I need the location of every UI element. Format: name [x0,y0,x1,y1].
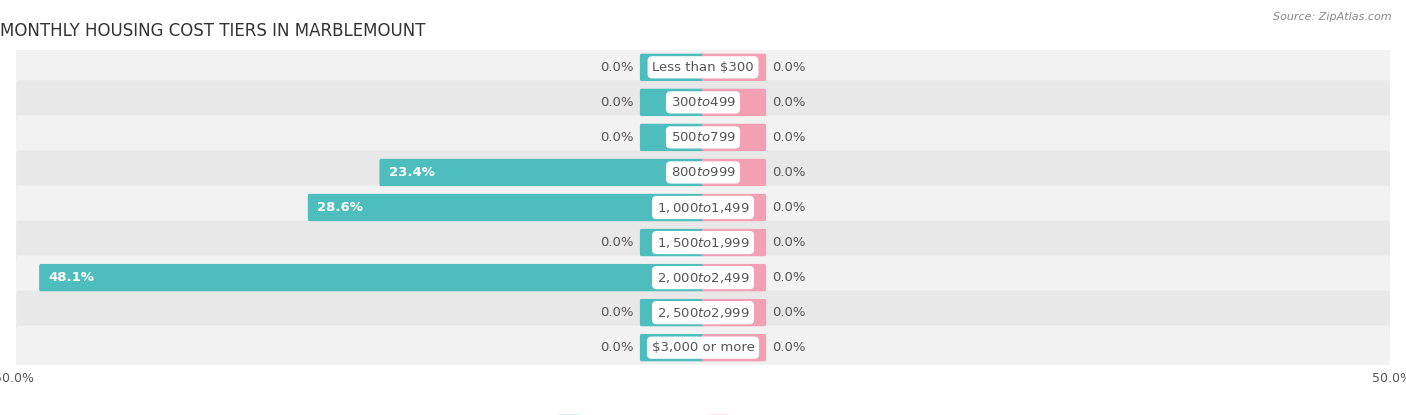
FancyBboxPatch shape [380,159,704,186]
Text: $1,500 to $1,999: $1,500 to $1,999 [657,236,749,249]
Text: 28.6%: 28.6% [318,201,363,214]
Text: 0.0%: 0.0% [772,236,806,249]
FancyBboxPatch shape [702,299,766,326]
FancyBboxPatch shape [15,115,1391,159]
FancyBboxPatch shape [15,150,1391,195]
Text: $1,000 to $1,499: $1,000 to $1,499 [657,200,749,215]
Text: 0.0%: 0.0% [600,96,634,109]
Text: 0.0%: 0.0% [772,306,806,319]
FancyBboxPatch shape [15,220,1391,265]
FancyBboxPatch shape [308,194,704,221]
FancyBboxPatch shape [702,194,766,221]
Text: 0.0%: 0.0% [600,61,634,74]
Text: 0.0%: 0.0% [600,236,634,249]
FancyBboxPatch shape [39,264,704,291]
Text: $2,000 to $2,499: $2,000 to $2,499 [657,271,749,285]
Text: 0.0%: 0.0% [772,341,806,354]
Text: $500 to $799: $500 to $799 [671,131,735,144]
Text: 0.0%: 0.0% [600,341,634,354]
Text: 48.1%: 48.1% [48,271,94,284]
Text: 0.0%: 0.0% [772,61,806,74]
FancyBboxPatch shape [15,80,1391,124]
FancyBboxPatch shape [702,89,766,116]
FancyBboxPatch shape [702,264,766,291]
FancyBboxPatch shape [640,124,704,151]
FancyBboxPatch shape [702,54,766,81]
Text: 0.0%: 0.0% [772,131,806,144]
Text: $300 to $499: $300 to $499 [671,96,735,109]
FancyBboxPatch shape [15,256,1391,300]
Text: 0.0%: 0.0% [772,271,806,284]
Text: MONTHLY HOUSING COST TIERS IN MARBLEMOUNT: MONTHLY HOUSING COST TIERS IN MARBLEMOUN… [0,22,426,40]
FancyBboxPatch shape [15,326,1391,370]
FancyBboxPatch shape [640,89,704,116]
FancyBboxPatch shape [640,299,704,326]
FancyBboxPatch shape [702,229,766,256]
FancyBboxPatch shape [15,290,1391,335]
FancyBboxPatch shape [640,334,704,361]
FancyBboxPatch shape [640,54,704,81]
FancyBboxPatch shape [702,159,766,186]
Text: Source: ZipAtlas.com: Source: ZipAtlas.com [1274,12,1392,22]
FancyBboxPatch shape [702,124,766,151]
FancyBboxPatch shape [15,186,1391,229]
FancyBboxPatch shape [640,229,704,256]
Text: 0.0%: 0.0% [772,96,806,109]
Text: 0.0%: 0.0% [600,131,634,144]
FancyBboxPatch shape [15,45,1391,89]
Text: 23.4%: 23.4% [389,166,434,179]
Text: $2,500 to $2,999: $2,500 to $2,999 [657,305,749,320]
Text: Less than $300: Less than $300 [652,61,754,74]
Text: $800 to $999: $800 to $999 [671,166,735,179]
Text: 0.0%: 0.0% [772,166,806,179]
Text: 0.0%: 0.0% [772,201,806,214]
Text: $3,000 or more: $3,000 or more [651,341,755,354]
FancyBboxPatch shape [702,334,766,361]
Text: 0.0%: 0.0% [600,306,634,319]
